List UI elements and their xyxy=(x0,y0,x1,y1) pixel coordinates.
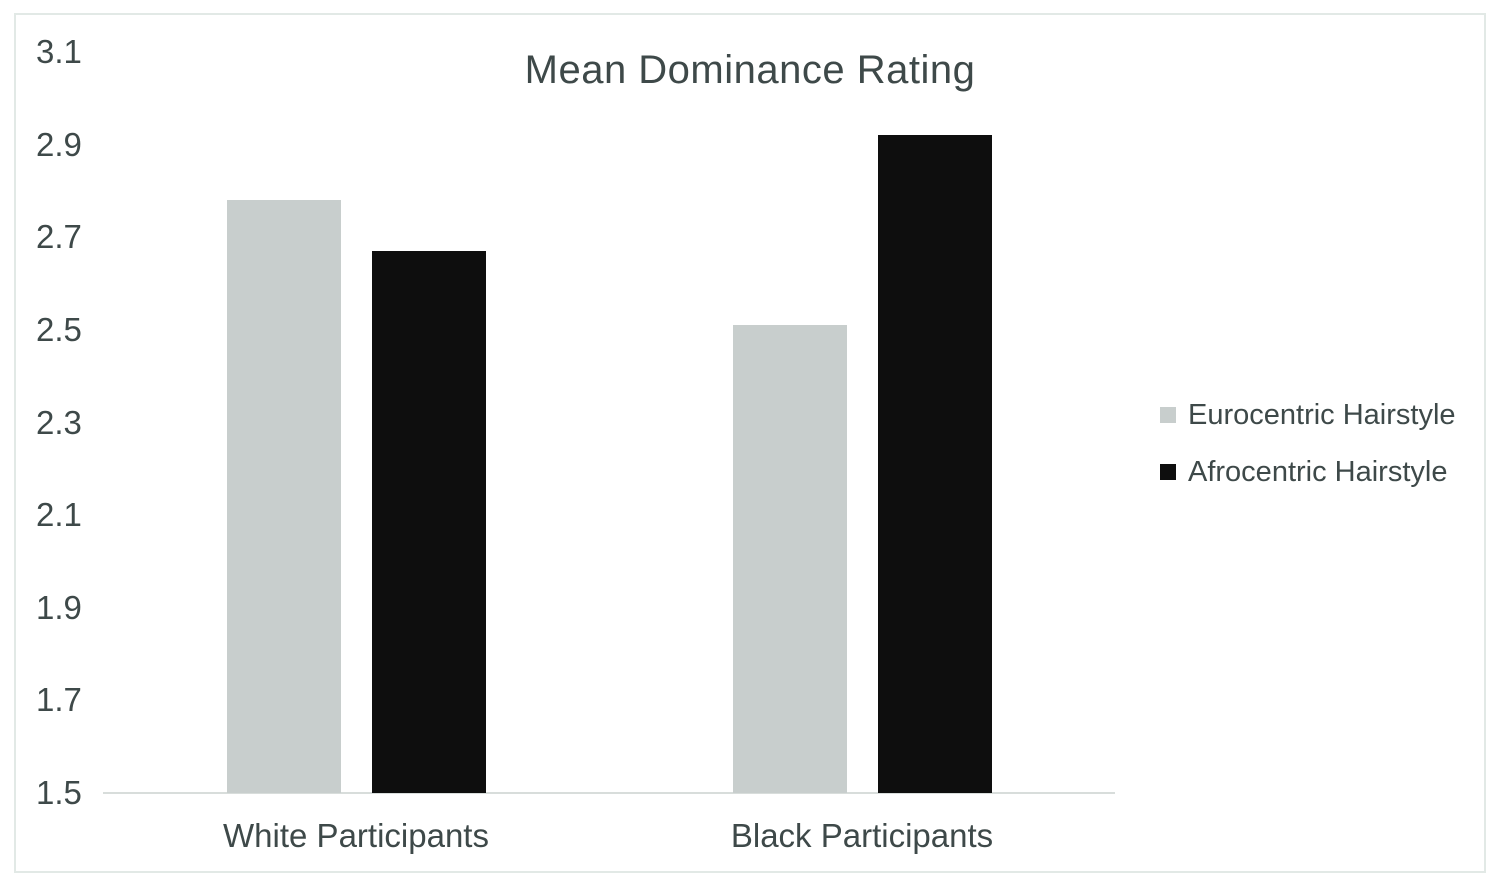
y-axis-tick-label: 2.3 xyxy=(36,403,82,441)
x-axis-category-label: Black Participants xyxy=(730,817,994,854)
legend-marker-square-icon xyxy=(1160,464,1176,480)
y-axis-tick-label: 2.5 xyxy=(36,310,82,348)
y-axis-tick-label: 2.9 xyxy=(36,125,82,163)
y-axis-tick-label: 3.1 xyxy=(36,33,82,70)
y-axis-tick-label: 2.7 xyxy=(36,218,82,256)
y-axis-tick-label: 1.7 xyxy=(36,681,82,719)
x-axis-category-label: White Participants xyxy=(223,817,489,854)
legend-series-label: Afrocentric Hairstyle xyxy=(1188,455,1448,488)
bar-afrocentric-black-participants xyxy=(878,135,992,793)
y-axis-tick-label: 1.5 xyxy=(36,774,82,811)
legend-series-label: Eurocentric Hairstyle xyxy=(1188,398,1456,431)
chart-title: Mean Dominance Rating xyxy=(524,48,976,92)
bar-eurocentric-black-participants xyxy=(733,325,847,793)
y-axis-tick-label: 2.1 xyxy=(36,496,82,534)
legend-item: Afrocentric Hairstyle xyxy=(1160,453,1456,491)
x-axis-baseline xyxy=(103,792,1115,794)
legend-marker-square-icon xyxy=(1160,407,1176,423)
y-axis-tick-label: 1.9 xyxy=(36,588,82,626)
legend: Eurocentric Hairstyle Afrocentric Hairsty… xyxy=(1160,396,1456,510)
bar-eurocentric-white-participants xyxy=(227,200,341,793)
bar-afrocentric-white-participants xyxy=(372,251,486,793)
legend-item: Eurocentric Hairstyle xyxy=(1160,396,1456,434)
